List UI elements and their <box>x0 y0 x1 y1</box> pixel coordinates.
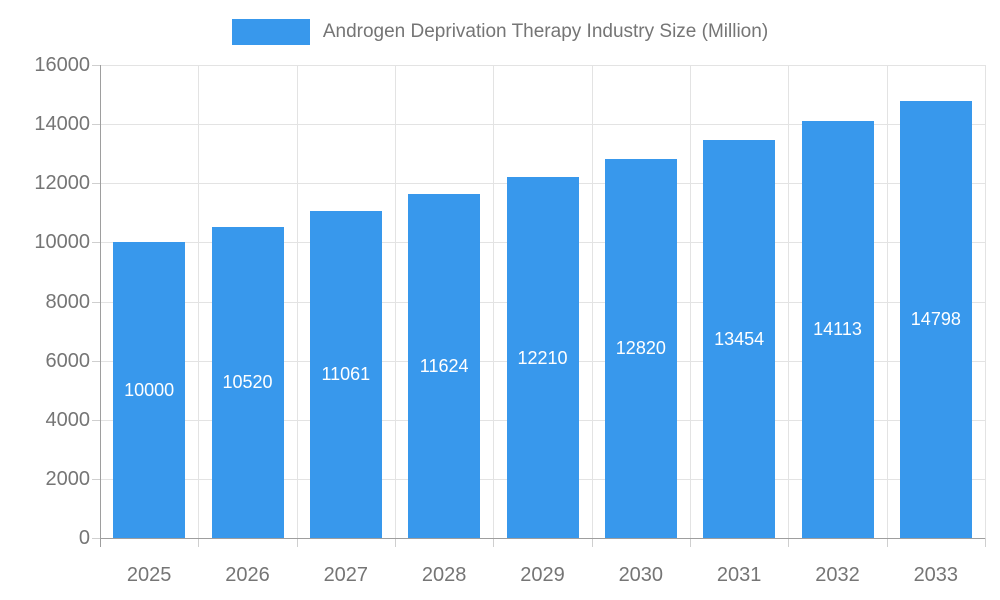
bar-2025[interactable]: 10000 <box>113 242 186 538</box>
bar-value-label: 12820 <box>615 338 666 359</box>
x-axis-category-label: 2033 <box>913 564 959 586</box>
y-axis-tick <box>92 65 100 66</box>
y-axis-tick <box>92 242 100 244</box>
bar-2026[interactable]: 10520 <box>211 227 284 538</box>
y-axis-tick-label: 12000 <box>34 172 90 195</box>
bar-2031[interactable]: 13454 <box>703 140 776 538</box>
y-axis-tick-label: 0 <box>78 527 90 549</box>
x-axis-category-label: 2026 <box>225 564 270 586</box>
x-axis-category-label: 2031 <box>716 564 762 586</box>
y-axis-tick-label: 10000 <box>34 231 90 254</box>
bar-value-label: 11624 <box>419 356 469 377</box>
v-gridline <box>886 65 888 538</box>
v-gridline <box>690 65 691 538</box>
h-gridline <box>100 65 985 66</box>
v-gridline <box>985 65 986 538</box>
x-axis-tick <box>886 538 888 547</box>
legend-swatch-icon <box>231 19 310 45</box>
x-axis-tick <box>493 538 495 547</box>
bar-value-label: 12210 <box>517 347 568 368</box>
x-axis-tick <box>296 538 298 547</box>
bar-2033[interactable]: 14798 <box>899 100 972 538</box>
x-axis-tick <box>198 538 200 547</box>
y-axis-tick <box>92 301 100 303</box>
bar-value-label: 14113 <box>813 319 862 340</box>
y-axis-tick <box>92 478 100 480</box>
v-gridline <box>591 65 593 538</box>
y-axis-tick <box>92 183 100 185</box>
y-axis-tick <box>92 419 100 421</box>
x-axis-tick <box>985 538 986 547</box>
v-gridline <box>198 65 200 538</box>
x-axis-tick <box>690 538 691 547</box>
y-axis-tick <box>92 538 100 539</box>
x-axis-category-label: 2027 <box>323 564 369 586</box>
bar-2029[interactable]: 12210 <box>506 177 579 538</box>
y-axis-line <box>100 65 101 547</box>
y-axis-tick-label: 6000 <box>45 349 91 372</box>
bar-value-label: 10000 <box>124 380 175 401</box>
x-axis-category-label: 2028 <box>421 564 467 586</box>
bar-value-label: 10520 <box>222 372 273 393</box>
x-axis-category-label: 2032 <box>815 564 860 586</box>
x-axis-category-label: 2030 <box>618 564 664 586</box>
bar-value-label: 14798 <box>910 309 961 330</box>
chart-title: Androgen Deprivation Therapy Industry Si… <box>322 21 769 42</box>
h-gridline <box>100 124 985 126</box>
bar-2028[interactable]: 11624 <box>408 194 481 538</box>
bar-value-label: 13454 <box>714 329 765 350</box>
y-axis-tick-label: 16000 <box>34 54 90 76</box>
bar-2027[interactable]: 11061 <box>309 211 382 538</box>
x-axis-tick <box>788 538 790 547</box>
x-axis-tick <box>591 538 593 547</box>
bar-value-label: 11061 <box>321 364 371 385</box>
y-axis-tick-label: 2000 <box>45 467 91 490</box>
chart-legend[interactable]: Androgen Deprivation Therapy Industry Si… <box>0 16 1000 48</box>
y-axis-tick <box>92 360 100 362</box>
y-axis-tick <box>92 124 100 126</box>
y-axis-tick-label: 4000 <box>45 408 91 431</box>
x-axis-category-label: 2025 <box>126 564 172 586</box>
v-gridline <box>788 65 790 538</box>
x-axis-category-label: 2029 <box>520 564 565 586</box>
v-gridline <box>296 65 298 538</box>
v-gridline <box>493 65 495 538</box>
bar-2032[interactable]: 14113 <box>801 120 874 538</box>
x-axis-line <box>100 538 985 539</box>
y-axis-tick-label: 8000 <box>45 290 91 313</box>
v-gridline <box>395 65 396 538</box>
y-axis-tick-label: 14000 <box>34 113 90 136</box>
bar-2030[interactable]: 12820 <box>604 159 677 538</box>
x-axis-tick <box>395 538 396 547</box>
